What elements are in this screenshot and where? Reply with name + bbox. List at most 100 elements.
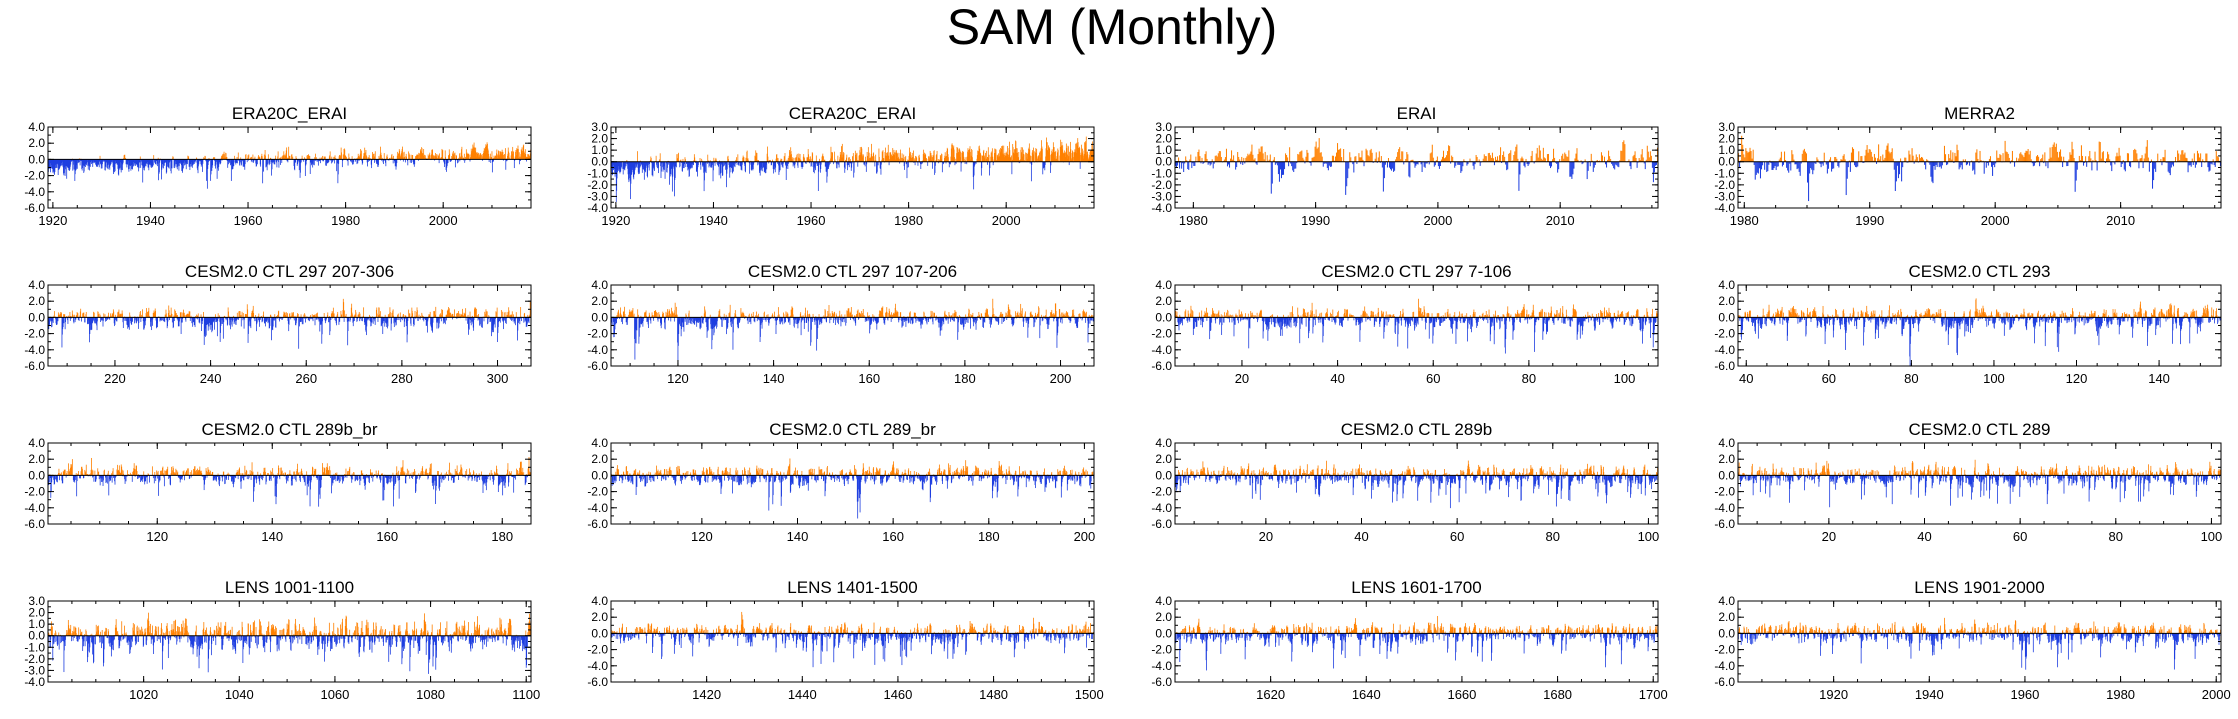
monthly-bar (645, 161, 647, 168)
monthly-bar (1445, 157, 1447, 162)
monthly-bar (1044, 161, 1046, 171)
monthly-bar (986, 156, 988, 162)
monthly-bar (112, 159, 114, 168)
monthly-bar (2148, 161, 2150, 172)
monthly-bar (1587, 161, 1589, 171)
monthly-bar (1189, 159, 1191, 162)
monthly-bar (987, 147, 989, 162)
monthly-bar (712, 161, 714, 182)
monthly-bar (520, 159, 521, 162)
monthly-bar (1382, 161, 1384, 192)
monthly-bar (111, 159, 113, 161)
monthly-bar (83, 312, 85, 318)
monthly-bar (2010, 160, 2012, 162)
monthly-bar (698, 161, 699, 165)
monthly-bar (478, 155, 480, 160)
monthly-bar (434, 155, 436, 160)
monthly-bar (114, 317, 116, 325)
monthly-bar (1324, 161, 1326, 164)
monthly-bar (773, 161, 775, 174)
monthly-bar (804, 158, 805, 162)
monthly-bar (513, 314, 514, 318)
monthly-bar (1986, 161, 1988, 163)
monthly-bar (517, 149, 519, 160)
monthly-bar (843, 161, 845, 168)
monthly-bar (1832, 161, 1834, 169)
monthly-bar (749, 161, 751, 174)
monthly-bar (1473, 161, 1475, 170)
monthly-bar (1259, 151, 1261, 162)
monthly-bar (1596, 159, 1598, 162)
monthly-bar (1651, 161, 1653, 168)
monthly-bar (306, 155, 308, 160)
monthly-bar (274, 314, 276, 318)
monthly-bar (2192, 161, 2194, 165)
monthly-bar (327, 159, 329, 164)
monthly-bar (1033, 151, 1035, 162)
monthly-bar (1998, 157, 2000, 162)
monthly-bar (826, 161, 827, 172)
monthly-bar (105, 159, 107, 167)
monthly-bar (197, 317, 198, 320)
monthly-bar (687, 161, 689, 171)
monthly-bar (1042, 161, 1044, 175)
monthly-bar (902, 158, 904, 162)
monthly-bar (186, 313, 188, 318)
monthly-bar (97, 159, 99, 163)
monthly-bar (1642, 157, 1644, 162)
monthly-bar (2069, 152, 2071, 162)
monthly-bar (316, 317, 318, 320)
monthly-bar (71, 159, 73, 162)
monthly-bar (1318, 138, 1320, 162)
monthly-bar (471, 152, 473, 160)
monthly-bar (2195, 161, 2197, 165)
monthly-bar (413, 159, 415, 164)
monthly-bar (1057, 152, 1058, 162)
monthly-bar (1330, 161, 1332, 167)
monthly-bar (651, 161, 653, 164)
monthly-bar (483, 317, 485, 322)
monthly-bar (456, 317, 458, 320)
monthly-bar (496, 149, 498, 160)
monthly-bar (405, 315, 407, 318)
monthly-bar (799, 158, 801, 162)
monthly-bar (772, 159, 773, 162)
monthly-bar (2211, 161, 2213, 165)
monthly-bar (417, 154, 419, 160)
monthly-bar (982, 155, 983, 162)
monthly-bar (957, 149, 959, 162)
monthly-bar (255, 159, 257, 164)
monthly-bar (1936, 161, 1938, 167)
monthly-bar (200, 159, 202, 167)
monthly-bar (415, 155, 417, 160)
monthly-bar (622, 161, 624, 169)
monthly-bar (860, 154, 862, 162)
monthly-bar (1017, 157, 1019, 162)
monthly-bar (173, 159, 175, 168)
monthly-bar (359, 317, 361, 322)
monthly-bar (51, 317, 53, 327)
monthly-bar (269, 159, 270, 163)
monthly-bar (195, 316, 196, 318)
monthly-bar (275, 155, 277, 160)
monthly-bar (1624, 144, 1626, 162)
monthly-bar (308, 154, 309, 160)
monthly-bar (1232, 159, 1234, 162)
monthly-bar (2193, 153, 2195, 162)
monthly-bar (1178, 157, 1180, 162)
monthly-bar (368, 317, 370, 321)
monthly-bar (475, 307, 477, 318)
x-tick-label: 2010 (1546, 213, 1575, 228)
monthly-bar (923, 149, 925, 162)
monthly-bar (454, 153, 455, 160)
monthly-bar (256, 317, 258, 323)
monthly-bar (803, 154, 805, 162)
monthly-bar (458, 313, 460, 318)
monthly-bar (523, 151, 525, 160)
monthly-bar (1890, 151, 1892, 162)
monthly-bar (87, 159, 89, 170)
monthly-bar (1302, 157, 1304, 162)
monthly-bar (1533, 161, 1535, 164)
monthly-bar (513, 159, 515, 169)
monthly-bar (1230, 158, 1232, 162)
